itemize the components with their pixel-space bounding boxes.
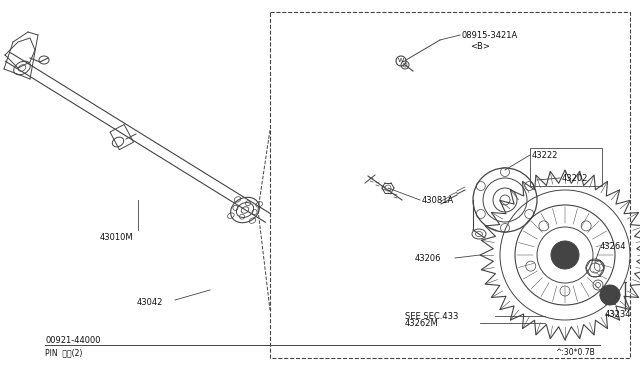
- Circle shape: [600, 285, 620, 305]
- Text: 43234: 43234: [605, 310, 632, 319]
- Text: 08915-3421A: 08915-3421A: [462, 31, 518, 40]
- Text: PIN  ビン(2): PIN ビン(2): [45, 348, 83, 357]
- Text: 43081A: 43081A: [422, 196, 454, 205]
- Text: <B>: <B>: [470, 42, 490, 51]
- Text: 43202: 43202: [562, 174, 588, 183]
- Text: 43010M: 43010M: [100, 233, 134, 242]
- Text: 43264: 43264: [600, 242, 627, 251]
- Text: 43042: 43042: [137, 298, 163, 307]
- Text: 43222: 43222: [532, 151, 558, 160]
- Text: 43262M: 43262M: [405, 319, 439, 328]
- Text: W: W: [398, 58, 404, 64]
- Bar: [110, 125, 134, 150]
- Text: ^:30*0.7B: ^:30*0.7B: [555, 348, 595, 357]
- Bar: [530, 148, 602, 186]
- Text: SEE SEC.433: SEE SEC.433: [405, 312, 458, 321]
- Text: 00921-44000: 00921-44000: [45, 336, 100, 345]
- Text: 43206: 43206: [415, 254, 442, 263]
- Circle shape: [551, 241, 579, 269]
